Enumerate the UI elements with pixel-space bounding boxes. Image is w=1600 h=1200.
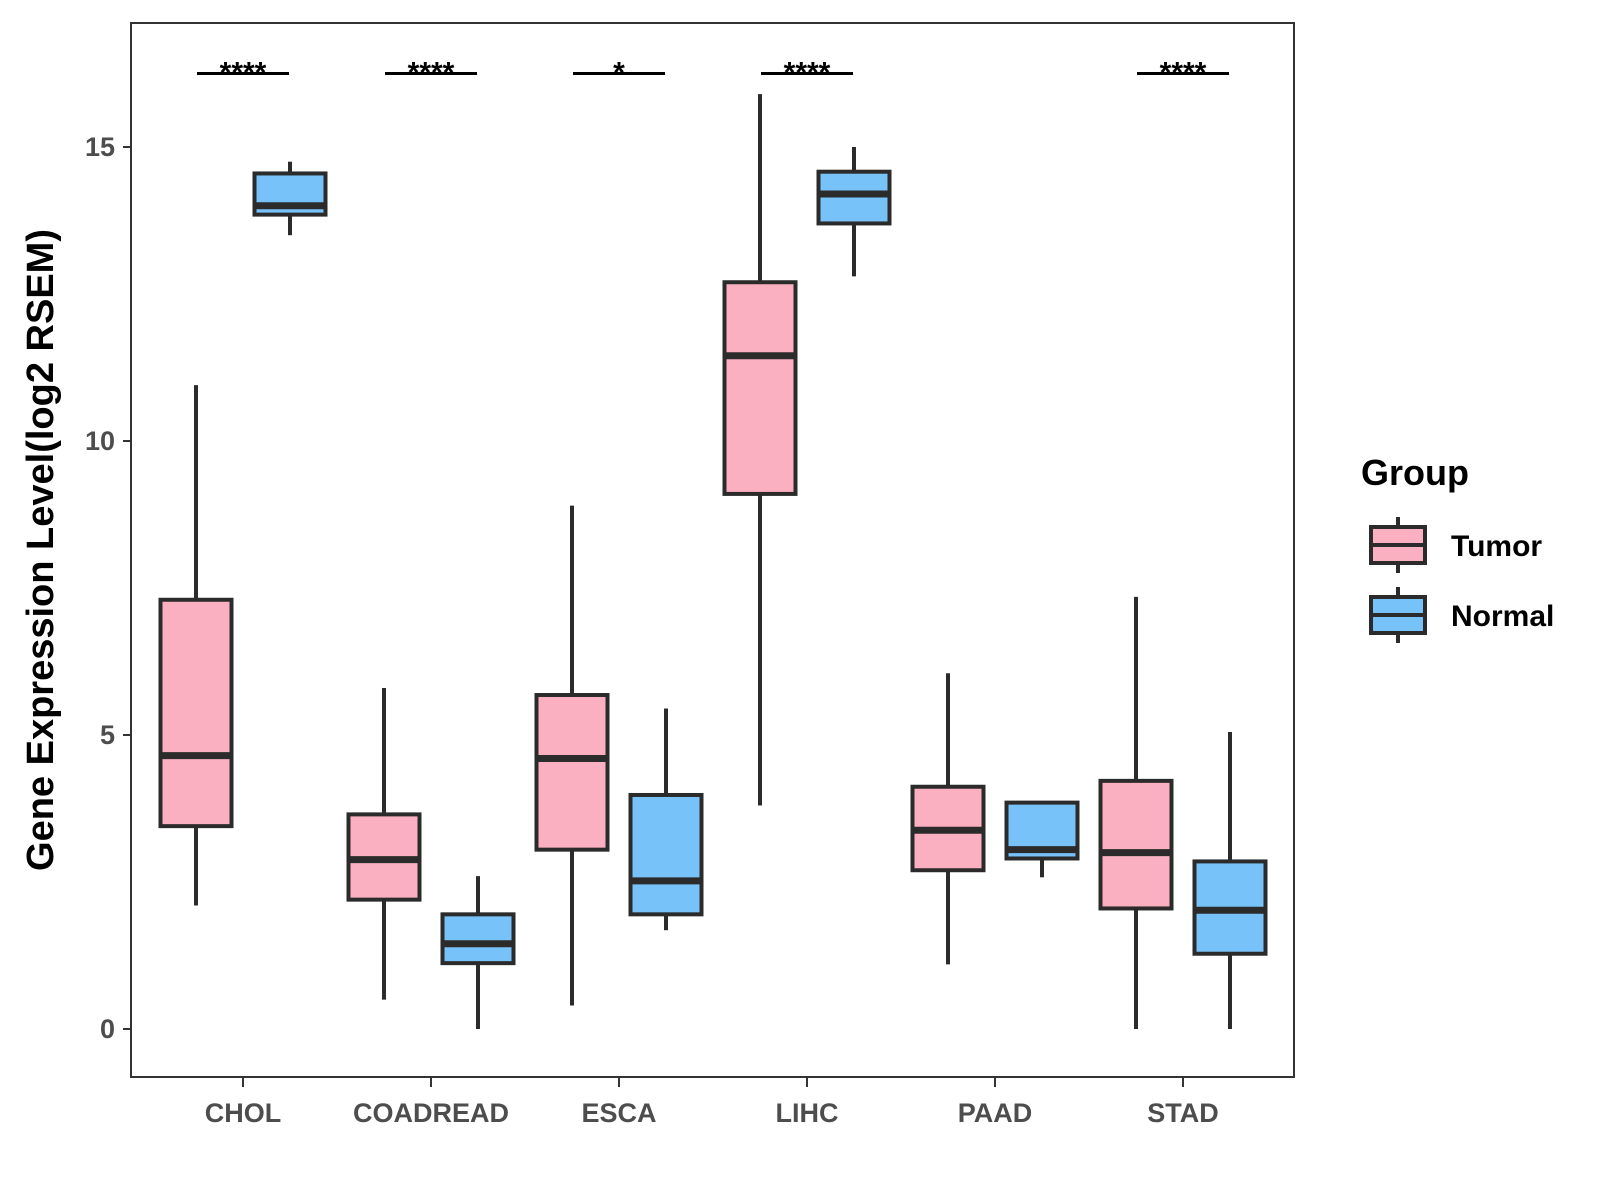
y-tick-label: 15 bbox=[85, 132, 115, 162]
box-normal-esca bbox=[628, 708, 704, 931]
y-tick-label: 0 bbox=[100, 1014, 115, 1044]
box-body bbox=[722, 280, 798, 496]
x-tick-label: STAD bbox=[1147, 1098, 1219, 1128]
box-normal-paad bbox=[1004, 800, 1080, 878]
box-tumor-lihc bbox=[722, 94, 798, 806]
box-tumor-stad bbox=[1098, 596, 1174, 1029]
box-body bbox=[628, 792, 704, 917]
significance-label: **** bbox=[784, 57, 831, 90]
box-tumor-coadread bbox=[346, 687, 422, 1000]
x-tick-label: CHOL bbox=[205, 1098, 282, 1128]
legend-label: Normal bbox=[1451, 600, 1554, 633]
box-body bbox=[1098, 778, 1174, 911]
box-body bbox=[816, 169, 892, 226]
y-axis: 0 5 10 15 bbox=[85, 132, 131, 1044]
box-normal-coadread bbox=[440, 876, 516, 1029]
y-axis-title: Gene Expression Level(log2 RSEM) bbox=[20, 229, 62, 871]
y-tick-label: 5 bbox=[100, 720, 115, 750]
x-tick-label: LIHC bbox=[776, 1098, 839, 1128]
significance-label: * bbox=[613, 57, 625, 90]
box-body bbox=[440, 912, 516, 966]
legend-key-normal: Normal bbox=[1369, 587, 1554, 643]
x-axis: CHOL COADREAD ESCA LIHC PAAD STAD bbox=[205, 1077, 1219, 1128]
box-normal-chol bbox=[252, 161, 328, 236]
significance-annotations: **** **** * **** **** bbox=[197, 57, 1229, 90]
box-normal-stad bbox=[1192, 732, 1268, 1029]
significance-label: **** bbox=[408, 57, 455, 90]
legend-title: Group bbox=[1361, 452, 1469, 493]
box-series bbox=[158, 94, 1268, 1029]
x-tick-label: COADREAD bbox=[353, 1098, 509, 1128]
x-tick-label: PAAD bbox=[958, 1098, 1033, 1128]
significance-label: **** bbox=[1160, 57, 1207, 90]
x-tick-label: ESCA bbox=[581, 1098, 656, 1128]
box-tumor-esca bbox=[534, 505, 610, 1006]
significance-label: **** bbox=[220, 57, 267, 90]
legend: Group Tumor Normal bbox=[1361, 452, 1554, 643]
legend-label: Tumor bbox=[1451, 530, 1542, 563]
box-tumor-chol bbox=[158, 385, 234, 906]
box-body bbox=[158, 597, 234, 829]
box-body bbox=[534, 693, 610, 852]
legend-key-tumor: Tumor bbox=[1369, 517, 1542, 573]
box-tumor-paad bbox=[910, 673, 986, 965]
box-normal-lihc bbox=[816, 147, 892, 277]
y-tick-label: 10 bbox=[85, 426, 115, 456]
